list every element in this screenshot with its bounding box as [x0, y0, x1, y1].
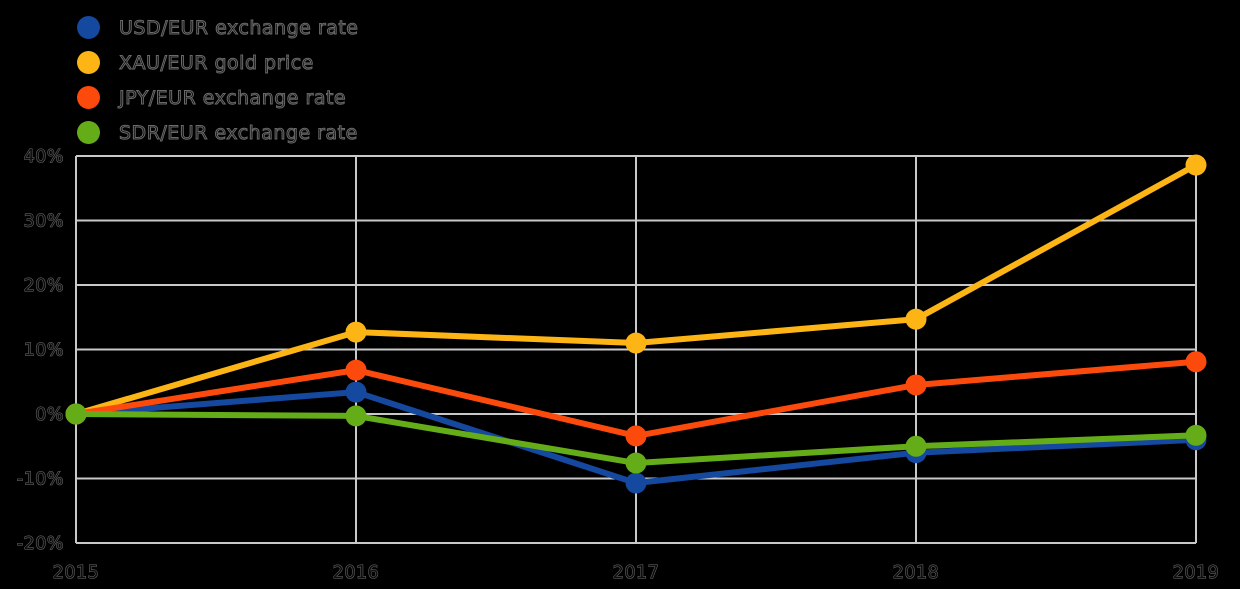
- y-axis-labels: 40% 30% 20% 10% 0% -10% -20%: [16, 147, 64, 555]
- legend-label-sdr-eur: SDR/EUR exchange rate: [119, 121, 358, 144]
- chart-legend: USD/EUR exchange rate XAU/EUR gold price…: [77, 10, 358, 150]
- x-axis-labels: 2015 2016 2017 2018 2019: [52, 563, 1220, 584]
- legend-item-jpy-eur: JPY/EUR exchange rate: [77, 80, 358, 115]
- legend-dot-xau-eur: [77, 51, 100, 74]
- x-tick-label: 2018: [893, 563, 940, 583]
- y-tick-label: 20%: [24, 276, 64, 296]
- legend-dot-sdr-eur: [77, 121, 100, 144]
- legend-dot-usd-eur: [77, 16, 100, 39]
- legend-dot-jpy-eur: [77, 86, 100, 109]
- series-sdr-eur-exchange-rate: [65, 403, 1207, 474]
- x-tick-label: 2015: [53, 563, 100, 583]
- legend-label-xau-eur: XAU/EUR gold price: [119, 51, 314, 74]
- legend-label-jpy-eur: JPY/EUR exchange rate: [118, 86, 347, 109]
- x-tick-label: 2019: [1173, 563, 1220, 583]
- x-tick-label: 2017: [613, 563, 660, 583]
- y-tick-label: 10%: [24, 341, 64, 361]
- legend-item-usd-eur: USD/EUR exchange rate: [77, 10, 358, 45]
- legend-label-usd-eur: USD/EUR exchange rate: [118, 16, 359, 39]
- legend-item-xau-eur: XAU/EUR gold price: [77, 45, 358, 80]
- y-tick-label: 40%: [24, 147, 64, 167]
- x-tick-label: 2016: [333, 563, 380, 583]
- legend-item-sdr-eur: SDR/EUR exchange rate: [77, 115, 358, 150]
- y-tick-label: -10%: [17, 470, 64, 490]
- series-points: [65, 403, 1207, 474]
- y-tick-label: -20%: [17, 534, 64, 554]
- y-tick-label: 30%: [24, 212, 64, 232]
- y-tick-label: 0%: [35, 405, 64, 425]
